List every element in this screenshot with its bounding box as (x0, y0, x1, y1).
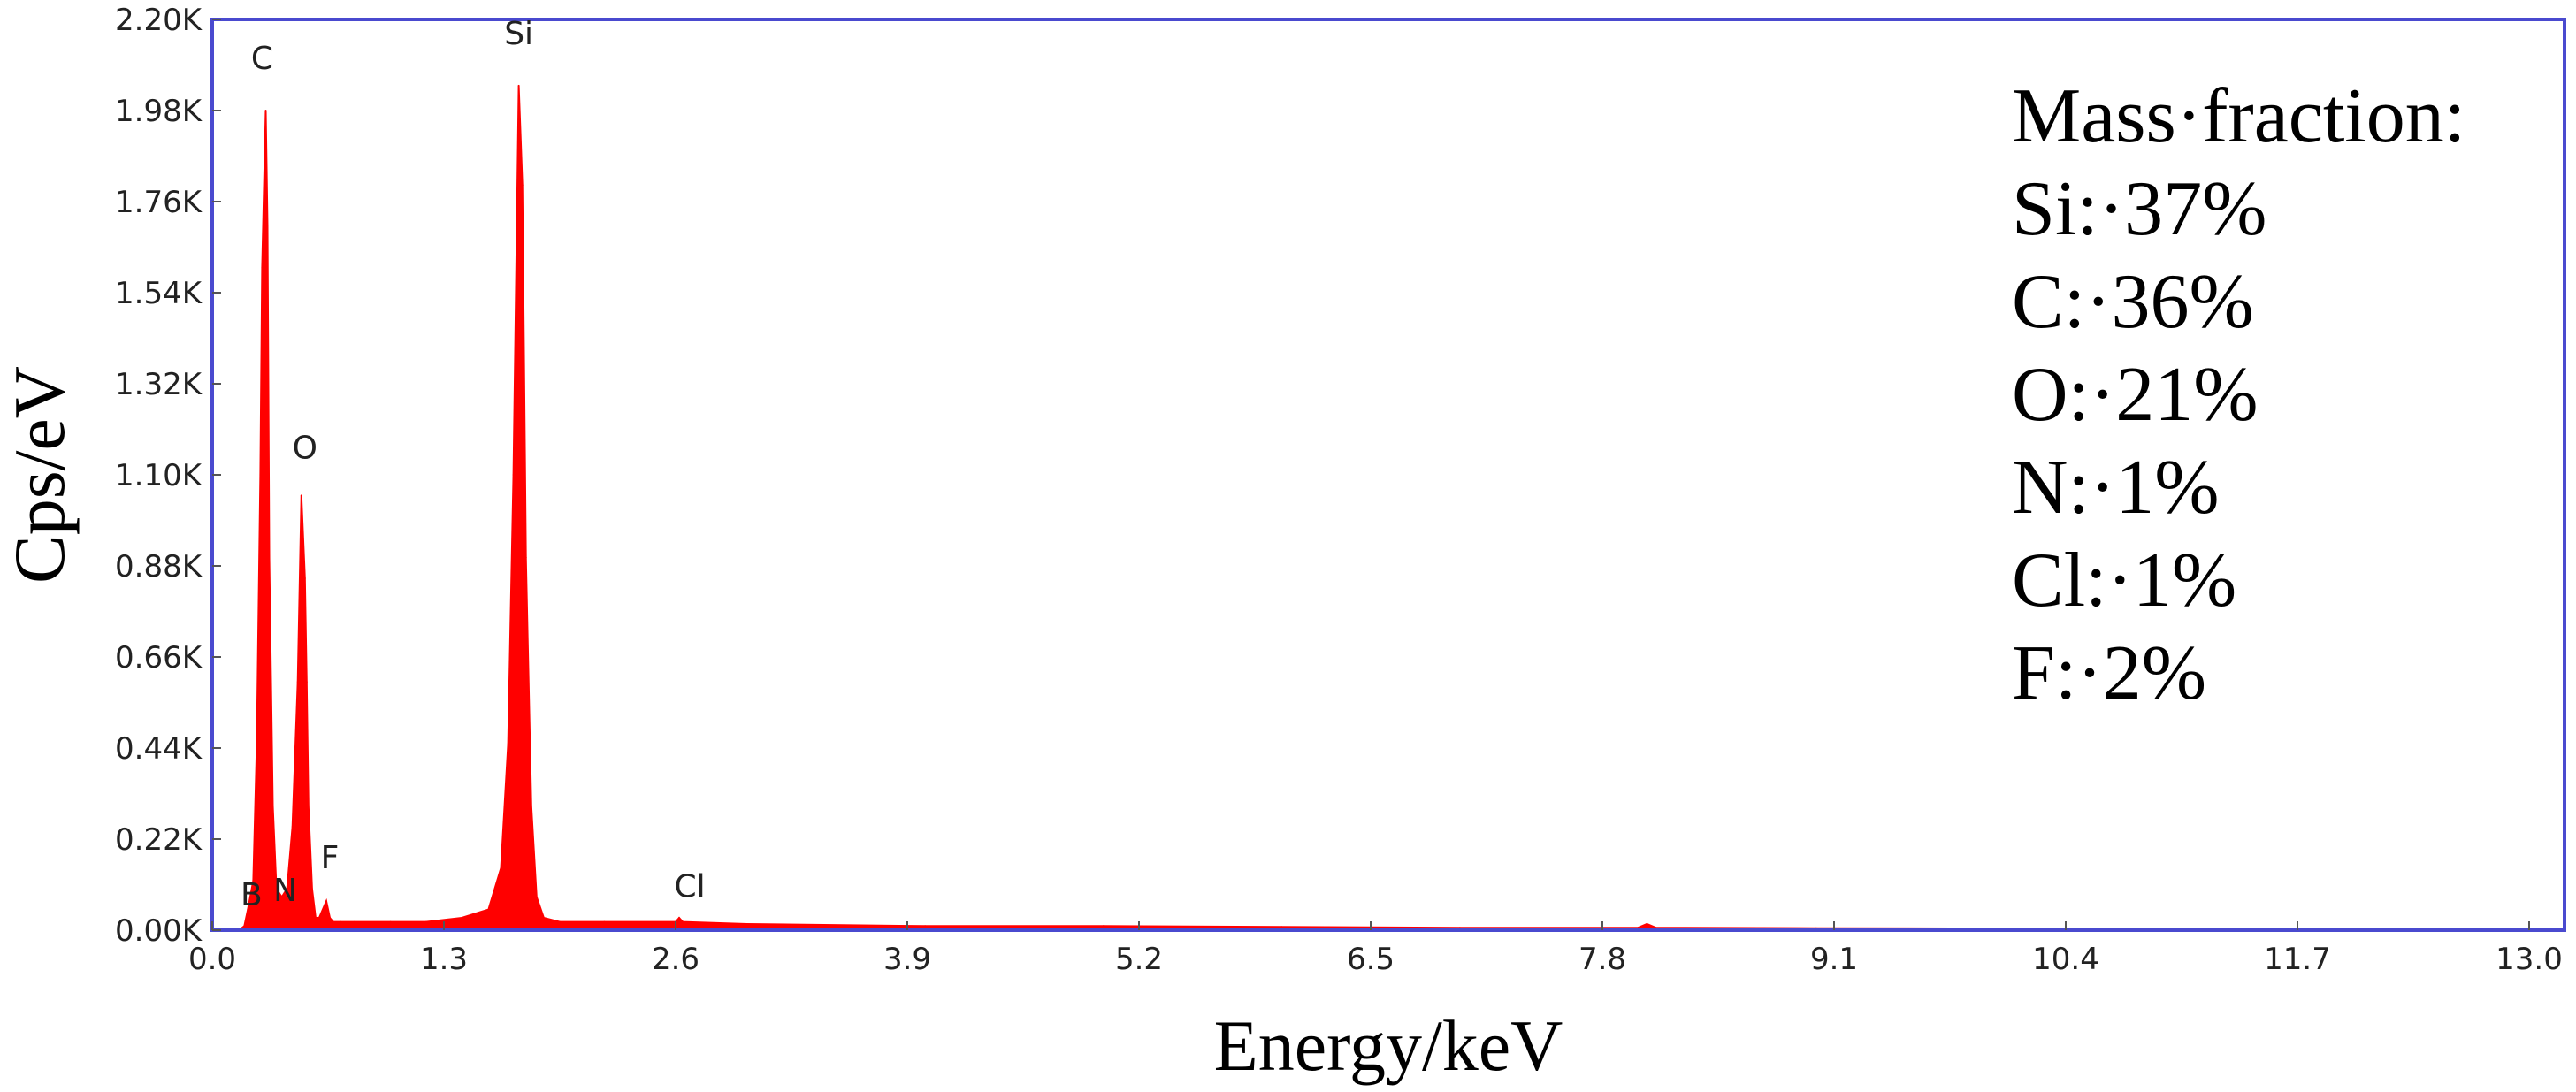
annotation-line: N:·1% (2012, 445, 2220, 531)
y-tick-label: 0.00K (115, 913, 203, 949)
spectrum-point (507, 743, 509, 745)
y-tick-label: 1.76K (115, 185, 203, 220)
spectrum-point (389, 920, 392, 923)
spectrum-point (1102, 925, 1105, 928)
spectrum-point (243, 925, 246, 928)
x-tick-label: 5.2 (1115, 942, 1163, 977)
spectrum-point (333, 920, 334, 923)
spectrum-point (1637, 927, 1640, 929)
peak-label-cl: Cl (675, 869, 706, 905)
spectrum-point (517, 84, 520, 87)
peak-label-o: O (293, 430, 317, 466)
x-tick-label: 7.8 (1578, 942, 1626, 977)
spectrum-point (535, 896, 538, 898)
spectrum-point (252, 879, 255, 882)
spectrum-point (268, 556, 271, 559)
x-axis-ticks: 0.0 1.3 2.6 3.9 5.2 6.5 7.8 9.1 10.4 11.7 13.0 (188, 921, 2563, 977)
peak-label-c: C (251, 41, 273, 77)
spectrum-point (530, 805, 532, 807)
x-tick-label: 3.9 (883, 942, 931, 977)
x-tick-label: 1.3 (420, 942, 468, 977)
x-tick-label: 11.7 (2264, 942, 2331, 977)
x-tick-label: 0.0 (188, 942, 236, 977)
spectrum-point (500, 867, 502, 869)
spectrum-layer (236, 84, 2530, 931)
spectrum-point (424, 920, 427, 923)
annotation-line: O:·21% (2012, 352, 2259, 438)
spectrum-point (1280, 926, 1283, 928)
spectrum-point (256, 743, 258, 745)
spectrum-point (247, 908, 249, 911)
annotation-line: C:·36% (2012, 259, 2254, 345)
spectrum-point (1458, 927, 1461, 929)
x-tick-label: 9.1 (1810, 942, 1858, 977)
y-axis-ticks: 0.00K 0.22K 0.44K 0.66K 0.88K 1.10K 1.32K 1.54K… (115, 3, 221, 949)
spectrum-point (512, 474, 515, 476)
spectrum-point (1646, 923, 1648, 925)
spectrum-point (1655, 927, 1657, 929)
x-tick-label: 2.6 (652, 942, 699, 977)
spectrum-point (275, 888, 278, 890)
y-tick-label: 1.10K (115, 458, 203, 493)
y-tick-label: 1.54K (115, 276, 203, 311)
y-tick-label: 1.32K (115, 367, 203, 402)
y-axis-title: Cps/eV (0, 366, 80, 584)
spectrum-point (266, 225, 269, 228)
x-tick-label: 6.5 (1347, 942, 1395, 977)
spectrum-series-0 (236, 85, 2530, 931)
spectrum-point (307, 805, 310, 807)
x-tick-label: 13.0 (2496, 942, 2563, 977)
spectrum-point (296, 681, 299, 683)
spectrum-point (317, 917, 320, 919)
spectrum-point (924, 925, 927, 928)
spectrum-point (259, 474, 262, 476)
spectrum-point (261, 266, 264, 269)
spectrum-point (264, 110, 267, 111)
annotation-heading: Mass·fraction: (2012, 73, 2465, 159)
spectrum-point (354, 920, 356, 923)
peak-label-f: F (321, 840, 340, 876)
y-tick-label: 1.98K (115, 94, 203, 129)
spectrum-point (305, 681, 308, 683)
spectrum-point (280, 896, 283, 898)
spectrum-point (300, 494, 302, 497)
spectrum-point (310, 888, 313, 890)
spectrum-point (559, 920, 561, 923)
y-tick-label: 0.66K (115, 640, 203, 676)
y-tick-label: 0.44K (115, 731, 203, 767)
spectrum-point (329, 917, 331, 919)
spectrum-point (291, 826, 294, 828)
spectrum-point (325, 900, 327, 903)
spectrum-point (678, 917, 680, 919)
spectrum-point (461, 917, 463, 919)
y-tick-label: 2.20K (115, 3, 203, 38)
mass-fraction-annotation: Mass·fraction:Si:·37%C:·36%O:·21%N:·1%Cl… (2012, 73, 2465, 716)
spectrum-point (286, 888, 288, 890)
x-tick-label: 10.4 (2032, 942, 2099, 977)
spectrum-point (603, 920, 606, 923)
peak-label-b: B (241, 877, 263, 913)
x-axis-title: Energy/keV (1214, 1005, 1563, 1086)
spectrum-point (524, 556, 527, 559)
spectrum-point (521, 184, 524, 187)
annotation-line: F:·2% (2012, 630, 2206, 716)
spectrum-point (745, 923, 748, 925)
spectrum-point (682, 920, 684, 923)
spectrum-point (542, 917, 545, 919)
spectrum-point (314, 917, 317, 919)
spectrum-point (303, 577, 306, 579)
spectrum-point (271, 805, 274, 807)
annotation-line: Si:·37% (2012, 166, 2266, 252)
y-tick-label: 0.88K (115, 549, 203, 584)
y-tick-label: 0.22K (115, 822, 203, 858)
annotation-line: Cl:·1% (2012, 538, 2236, 623)
peak-label-n: N (273, 873, 297, 909)
spectrum-point (340, 920, 342, 923)
peak-label-si: Si (504, 16, 533, 52)
peak-labels: C O Si B NF Cl (241, 16, 706, 913)
spectrum-point (487, 908, 490, 911)
